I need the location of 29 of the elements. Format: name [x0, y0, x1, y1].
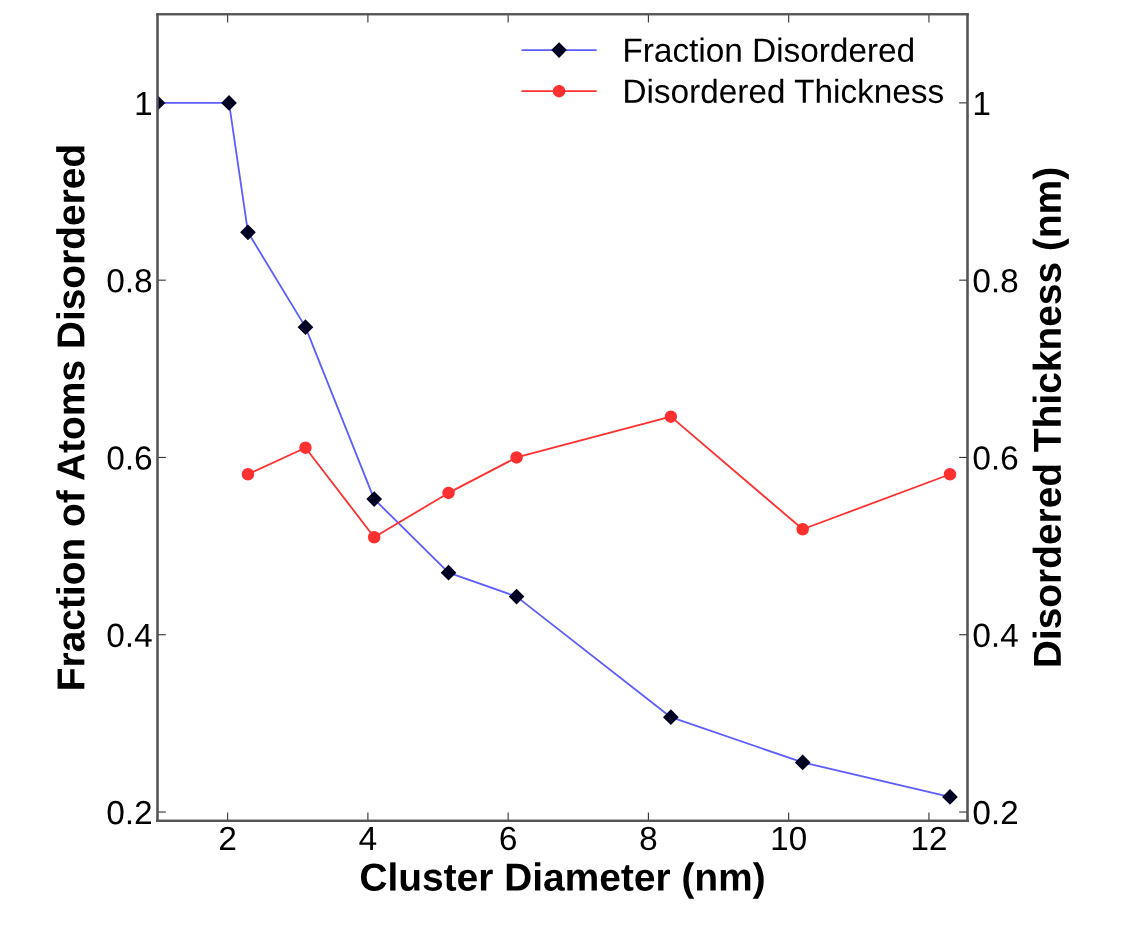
y-tick-label: 0.4 [107, 623, 152, 648]
x-tick-label: 2 [220, 826, 236, 850]
y-tick-label: 1 [136, 92, 152, 115]
y-tick-label: 0.8 [107, 268, 152, 293]
x-tick-label: 12 [912, 826, 946, 850]
x-tick-label: 6 [500, 826, 516, 851]
y2-tick-label: 0.2 [973, 800, 1018, 825]
y2-tick-label: 1 [974, 92, 990, 115]
point [442, 486, 455, 500]
x-tick-label: 8 [640, 826, 657, 851]
y-tick-label: 0.6 [107, 446, 152, 470]
y2-axis-title: Disordered Thickness (nm) [1032, 168, 1069, 666]
y2-tick-label: 0.8 [973, 268, 1018, 293]
point [299, 441, 312, 454]
x-tick-label: 10 [772, 826, 806, 851]
point [367, 530, 381, 544]
point [510, 451, 523, 464]
legend-label: Fraction Disordered [625, 37, 913, 63]
point [943, 468, 957, 481]
x-axis-title: Cluster Diameter (nm) [360, 862, 764, 899]
y-tick-label: 0.2 [107, 800, 151, 825]
y-axis-title: Fraction of Atoms Disordered [56, 146, 85, 689]
x-tick-label: 4 [359, 826, 377, 850]
point [664, 410, 678, 423]
point [796, 522, 809, 536]
y2-tick-label: 0.4 [973, 623, 1018, 648]
legend-label: Disordered Thickness [625, 78, 943, 104]
point [241, 468, 255, 481]
y2-tick-label: 0.6 [973, 446, 1018, 470]
